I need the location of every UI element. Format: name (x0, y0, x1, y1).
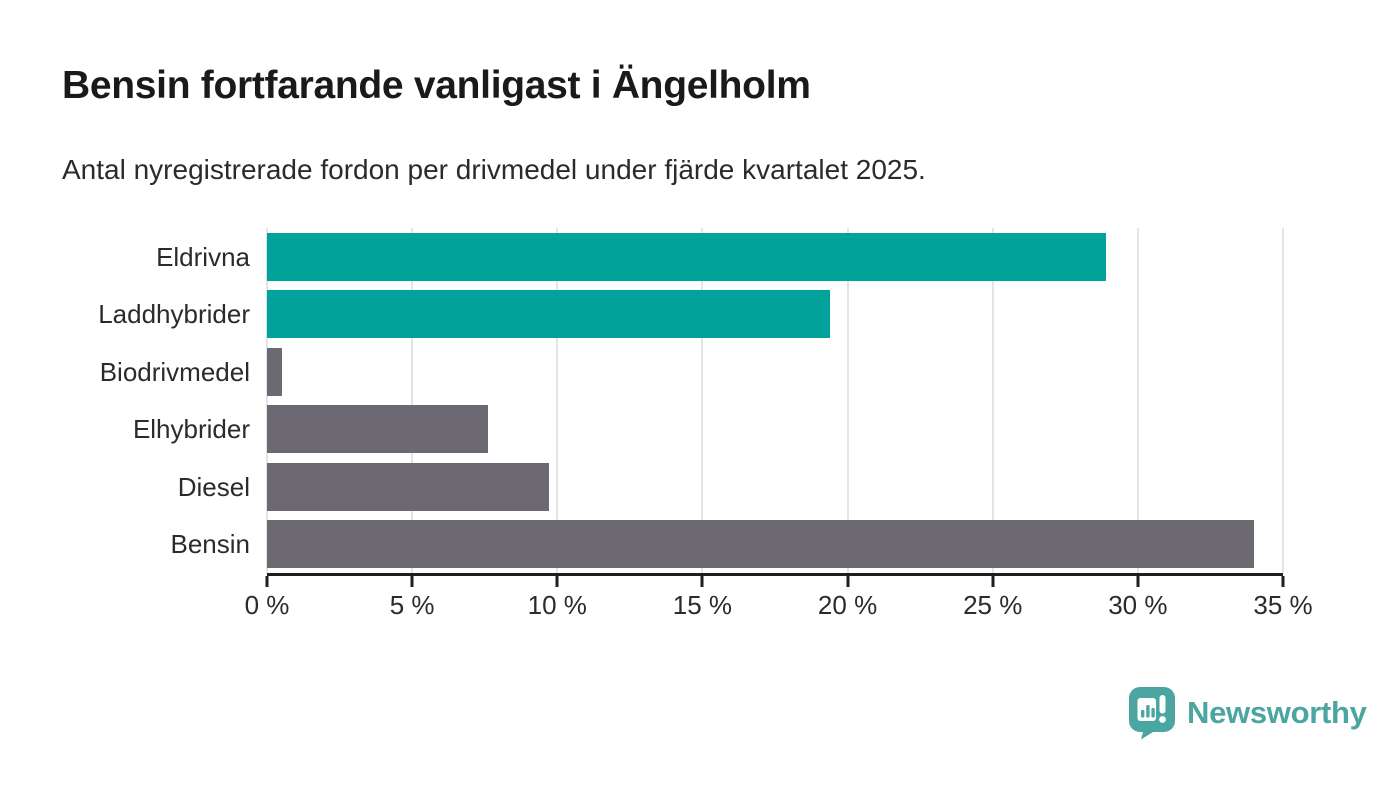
axis-tick-label: 0 % (244, 590, 290, 620)
gridline (991, 228, 994, 573)
category-label: Laddhybrider (98, 299, 250, 330)
bar-track (267, 401, 1283, 459)
axis-tick (555, 576, 559, 587)
bar-track (267, 343, 1283, 401)
horizontal-bar-chart: Eldrivna Laddhybrider Biodrivmedel Elhybrid… (62, 228, 1342, 620)
axis-tick (410, 576, 414, 587)
newsworthy-logo: Newsworthy (1128, 686, 1367, 740)
bar-row: Eldrivna (62, 228, 1342, 286)
bar-rows: Eldrivna Laddhybrider Biodrivmedel Elhybrid… (62, 228, 1342, 573)
axis-tick-label: 35 % (1253, 590, 1313, 620)
chart-subtitle: Antal nyregistrerade fordon per drivmede… (62, 154, 926, 185)
axis-tick-label: 10 % (527, 590, 587, 620)
newsworthy-logo-icon (1129, 687, 1175, 740)
gridline (1136, 228, 1139, 573)
x-axis: 0 % 5 % 10 % 15 % 20 % 25 % 30 % 35 % (245, 573, 1313, 620)
gridline (701, 228, 704, 573)
axis-tick-label: 30 % (1108, 590, 1168, 620)
chart-title: Bensin fortfarande vanligast i Ängelholm (62, 64, 811, 107)
gridline (556, 228, 559, 573)
axis-tick (265, 576, 269, 587)
bar-laddhybrider (267, 290, 831, 339)
category-label: Bensin (170, 529, 251, 560)
axis-tick-label: 5 % (389, 590, 435, 620)
bar-row: Laddhybrider (62, 286, 1342, 344)
gridlines (266, 228, 1284, 573)
bar-bensin (267, 520, 1254, 569)
axis-tick (700, 576, 704, 587)
bar-row: Diesel (62, 458, 1342, 516)
bar-track (267, 228, 1283, 286)
axis-tick (1281, 576, 1285, 587)
category-label: Diesel (177, 471, 250, 502)
bar-row: Bensin (62, 516, 1342, 574)
bar-elhybrider (267, 405, 488, 454)
gridline (411, 228, 414, 573)
bar-biodrivmedel (267, 347, 282, 396)
gridline (1282, 228, 1284, 573)
bar-track (267, 286, 1283, 344)
axis-tick (1136, 576, 1140, 587)
gridline (266, 228, 268, 573)
category-label: Eldrivna (156, 241, 250, 272)
axis-tick (846, 576, 850, 587)
category-label: Elhybrider (132, 414, 250, 445)
bar-track (267, 458, 1283, 516)
newsworthy-logo-text: Newsworthy (1187, 695, 1367, 730)
axis-tick-label: 20 % (817, 590, 878, 620)
category-label: Biodrivmedel (99, 356, 250, 387)
bar-eldrivna (267, 232, 1106, 281)
bar-row: Biodrivmedel (62, 343, 1342, 401)
gridline (846, 228, 849, 573)
bar-diesel (267, 462, 549, 511)
bar-track (267, 516, 1283, 574)
bar-row: Elhybrider (62, 401, 1342, 459)
axis-tick (991, 576, 995, 587)
axis-tick-label: 15 % (672, 590, 733, 620)
axis-tick-label: 25 % (963, 590, 1023, 620)
